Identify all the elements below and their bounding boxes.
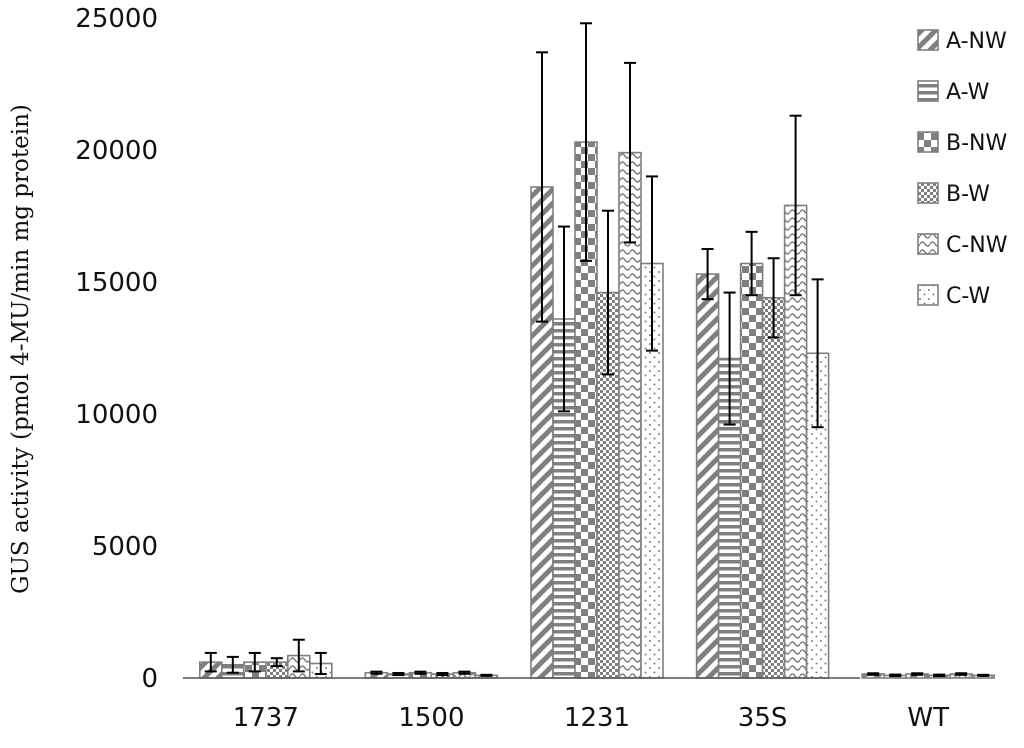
legend-label: B-W	[946, 182, 990, 207]
y-tick-label: 5000	[92, 532, 158, 562]
error-bar-1500-A-NW	[370, 670, 383, 675]
error-bar-1231-B-NW	[580, 22, 592, 262]
error-bar-35S-C-NW	[789, 114, 802, 297]
error-bar-1737-C-W	[314, 651, 327, 676]
error-bar-WT-C-W	[977, 673, 990, 677]
bar-35S-B-W	[761, 297, 786, 679]
error-bar-1737-A-NW	[204, 651, 217, 673]
error-bar-35S-B-NW	[745, 230, 758, 297]
y-tick-label: 20000	[75, 136, 158, 166]
error-bar-1231-A-W	[558, 225, 570, 413]
legend-item-A-NW: A-NW	[917, 29, 1007, 54]
error-bar-35S-A-NW	[701, 248, 714, 301]
error-bar-1500-B-W	[436, 671, 449, 677]
error-bars	[204, 22, 990, 678]
legend-item-A-W: A-W	[917, 80, 990, 105]
legend-item-C-W: C-W	[917, 284, 990, 309]
legend-swatch	[917, 80, 939, 102]
legend-item-B-NW: B-NW	[917, 131, 1007, 156]
error-bar-WT-C-NW	[955, 672, 968, 676]
legend-label: B-NW	[946, 131, 1007, 156]
legend-item-C-NW: C-NW	[917, 233, 1008, 258]
error-bar-WT-B-NW	[911, 672, 924, 676]
legend-swatch	[917, 233, 939, 255]
bar-35S-A-NW	[695, 273, 720, 679]
error-bar-1500-A-W	[392, 671, 405, 677]
y-tick-label: 25000	[75, 4, 158, 34]
error-bar-WT-B-W	[933, 673, 946, 678]
error-bar-1231-C-NW	[624, 61, 636, 244]
legend-label: C-W	[946, 284, 990, 309]
error-bar-1500-B-NW	[414, 670, 427, 675]
error-bar-1737-B-W	[270, 657, 283, 668]
error-bar-1737-A-W	[226, 655, 239, 674]
legend-label: A-NW	[946, 29, 1007, 54]
error-bar-35S-A-W	[723, 291, 736, 426]
bar-35S-B-NW	[739, 262, 764, 679]
error-bar-1737-B-NW	[248, 651, 261, 673]
legend: A-NW A-W B-NW B-W C-NW C-W	[917, 29, 1008, 309]
y-axis-ticks: 0 5000 10000 15000 20000 25000	[75, 4, 158, 694]
x-tick-label: 1500	[398, 703, 464, 733]
error-bar-1500-C-NW	[458, 670, 471, 675]
y-tick-label: 15000	[75, 268, 158, 298]
legend-label: C-NW	[946, 233, 1008, 258]
error-bar-35S-B-W	[767, 257, 780, 339]
x-tick-label: WT	[907, 703, 949, 733]
error-bar-WT-A-NW	[867, 672, 880, 676]
x-tick-label: 1231	[564, 703, 630, 733]
error-bar-1737-C-NW	[292, 638, 305, 673]
bars	[199, 141, 996, 679]
legend-swatch	[917, 182, 939, 204]
y-tick-label: 10000	[75, 400, 158, 430]
legend-swatch	[917, 131, 939, 153]
legend-label: A-W	[946, 80, 990, 105]
error-bar-1231-B-W	[602, 209, 614, 376]
error-bar-1500-C-W	[480, 673, 493, 677]
legend-swatch	[917, 29, 939, 51]
y-axis-title: GUS activity (pmol 4-MU/min mg protein)	[8, 104, 34, 594]
x-tick-label: 35S	[738, 703, 788, 733]
y-tick-label: 0	[141, 664, 158, 694]
x-axis-labels: 1737 1500 1231 35S WT	[233, 703, 949, 733]
error-bar-WT-A-W	[889, 673, 902, 678]
error-bar-1231-C-W	[646, 175, 658, 352]
legend-swatch	[917, 284, 939, 306]
legend-item-B-W: B-W	[917, 182, 990, 207]
error-bar-1231-A-NW	[536, 51, 548, 323]
x-tick-label: 1737	[233, 703, 299, 733]
error-bar-35S-C-W	[811, 278, 824, 429]
